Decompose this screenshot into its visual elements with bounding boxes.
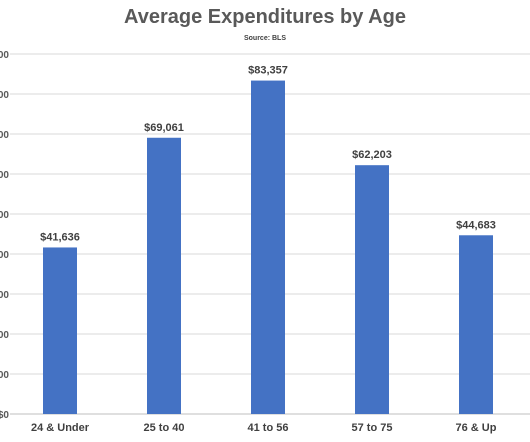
chart-title: Average Expenditures by Age bbox=[124, 6, 406, 28]
y-tick-label: 000 bbox=[0, 90, 9, 101]
y-tick-label: 000 bbox=[0, 290, 9, 301]
data-label: $69,061 bbox=[144, 122, 184, 134]
x-tick-label: 41 to 56 bbox=[248, 422, 289, 434]
data-label: $62,203 bbox=[352, 149, 392, 161]
y-tick-label: $0 bbox=[0, 410, 9, 421]
bar bbox=[147, 137, 181, 415]
data-label: $41,636 bbox=[40, 231, 80, 243]
chart-subtitle: Source: BLS bbox=[243, 35, 286, 42]
y-tick-label: 000 bbox=[0, 370, 9, 381]
y-tick-label: 000 bbox=[0, 250, 9, 261]
x-tick-label: 76 & Up bbox=[456, 422, 497, 434]
bar bbox=[43, 247, 77, 414]
y-tick-label: 000 bbox=[0, 50, 9, 61]
x-tick-label: 24 & Under bbox=[31, 422, 90, 434]
y-tick-label: 000 bbox=[0, 210, 9, 221]
y-tick-label: 000 bbox=[0, 330, 9, 341]
bar bbox=[355, 165, 389, 414]
bar bbox=[459, 235, 493, 414]
x-tick-label: 25 to 40 bbox=[144, 422, 185, 434]
y-tick-label: 000 bbox=[0, 170, 9, 181]
x-tick-label: 57 to 75 bbox=[352, 422, 393, 434]
bar bbox=[251, 80, 285, 415]
y-tick-label: 000 bbox=[0, 130, 9, 141]
data-label: $44,683 bbox=[456, 219, 496, 231]
data-label: $83,357 bbox=[248, 65, 288, 77]
